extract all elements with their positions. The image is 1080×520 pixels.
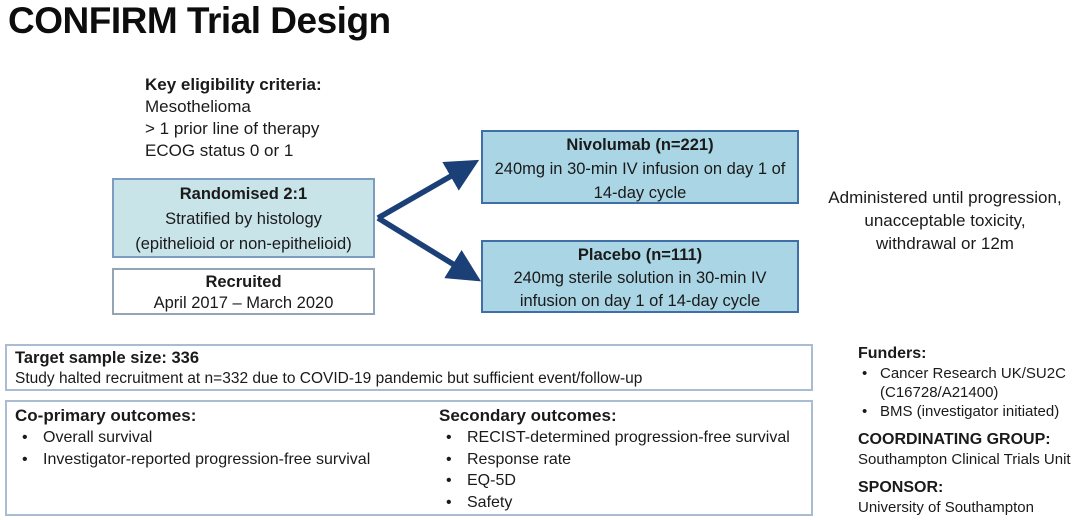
administration-note-line: unacceptable toxicity, xyxy=(864,211,1026,230)
coordinating-group-heading: COORDINATING GROUP: xyxy=(858,431,1051,448)
target-sample-size-note: Study halted recruitment at n=332 due to… xyxy=(15,370,643,387)
co-primary-outcomes-column: Co-primary outcomes: • Overall survival … xyxy=(15,405,435,470)
target-sample-size-box: Target sample size: 336 Study halted rec… xyxy=(5,344,813,391)
co-primary-item: Investigator-reported progression-free s… xyxy=(43,450,371,468)
list-item: • Response rate xyxy=(439,449,813,471)
arrow-to-nivolumab xyxy=(376,159,480,221)
randomised-line: (epithelioid or non-epithelioid) xyxy=(135,235,352,253)
sponsor-heading: SPONSOR: xyxy=(858,479,944,496)
coordinating-group-section: COORDINATING GROUP: Southampton Clinical… xyxy=(858,430,1080,469)
bullet-icon: • xyxy=(862,365,868,382)
eligibility-criteria-block: Key eligibility criteria: Mesothelioma >… xyxy=(145,74,475,162)
randomisation-arrows xyxy=(376,159,482,282)
funder-item: Cancer Research UK/SU2C (C16728/A21400) xyxy=(880,365,1066,401)
bullet-icon: • xyxy=(22,450,28,468)
bullet-icon: • xyxy=(446,450,452,468)
placebo-heading: Placebo (n=111) xyxy=(577,246,703,264)
outcomes-box: Co-primary outcomes: • Overall survival … xyxy=(5,400,813,516)
administration-note-line: withdrawal or 12m xyxy=(876,234,1014,253)
list-item: • BMS (investigator initiated) xyxy=(858,402,1080,421)
secondary-heading: Secondary outcomes: xyxy=(439,406,617,425)
eligibility-item: Mesothelioma xyxy=(145,97,251,116)
nivolumab-heading: Nivolumab (n=221) xyxy=(566,136,714,154)
secondary-item: Safety xyxy=(467,493,513,511)
list-item: • Overall survival xyxy=(15,427,435,449)
sponsor-value: University of Southampton xyxy=(858,499,1034,516)
randomised-line: Stratified by histology xyxy=(165,210,322,228)
nivolumab-box: Nivolumab (n=221) 240mg in 30-min IV inf… xyxy=(481,130,799,204)
randomised-box: Randomised 2:1 Stratified by histology (… xyxy=(112,178,375,258)
eligibility-item: ECOG status 0 or 1 xyxy=(145,141,294,160)
coordinating-group-value: Southampton Clinical Trials Unit xyxy=(858,451,1071,468)
funder-item: BMS (investigator initiated) xyxy=(880,403,1060,420)
list-item: • Safety xyxy=(439,492,813,514)
target-sample-size-heading: Target sample size: 336 xyxy=(15,349,200,367)
placebo-box: Placebo (n=111) 240mg sterile solution i… xyxy=(481,240,799,313)
secondary-item: Response rate xyxy=(467,450,572,468)
administration-note-line: Administered until progression, xyxy=(828,188,1062,207)
list-item: • Cancer Research UK/SU2C (C16728/A21400… xyxy=(858,364,1080,402)
co-primary-item: Overall survival xyxy=(43,429,153,446)
list-item: • RECIST-determined progression-free sur… xyxy=(439,427,813,449)
list-item: • Investigator-reported progression-free… xyxy=(15,449,435,471)
co-primary-heading: Co-primary outcomes: xyxy=(15,406,197,425)
arrow-to-placebo xyxy=(376,215,482,282)
randomised-heading: Randomised 2:1 xyxy=(179,185,308,203)
bullet-icon: • xyxy=(22,429,28,446)
funders-heading: Funders: xyxy=(858,345,927,362)
secondary-list: • RECIST-determined progression-free sur… xyxy=(439,427,813,513)
bullet-icon: • xyxy=(446,429,452,446)
nivolumab-body: 240mg in 30-min IV infusion on day 1 of … xyxy=(494,160,786,202)
recruited-period: April 2017 – March 2020 xyxy=(153,294,334,312)
bullet-icon: • xyxy=(446,493,452,511)
secondary-item: RECIST-determined progression-free survi… xyxy=(467,429,790,446)
admin-info-column: Funders: • Cancer Research UK/SU2C (C167… xyxy=(858,344,1080,517)
placebo-body: 240mg sterile solution in 30-min IV infu… xyxy=(513,269,767,310)
page-title: CONFIRM Trial Design xyxy=(8,0,391,41)
sponsor-section: SPONSOR: University of Southampton xyxy=(858,478,1080,517)
recruited-heading: Recruited xyxy=(205,273,282,291)
administration-note: Administered until progression, unaccept… xyxy=(810,186,1080,255)
eligibility-item: > 1 prior line of therapy xyxy=(145,119,320,138)
secondary-outcomes-column: Secondary outcomes: • RECIST-determined … xyxy=(439,405,813,513)
bullet-icon: • xyxy=(446,472,452,489)
list-item: • EQ-5D xyxy=(439,470,813,492)
funders-list: • Cancer Research UK/SU2C (C16728/A21400… xyxy=(858,364,1080,421)
eligibility-heading: Key eligibility criteria: xyxy=(145,75,322,94)
secondary-item: EQ-5D xyxy=(467,472,516,489)
recruited-box: Recruited April 2017 – March 2020 xyxy=(112,268,375,315)
bullet-icon: • xyxy=(862,403,868,420)
co-primary-list: • Overall survival • Investigator-report… xyxy=(15,427,435,470)
